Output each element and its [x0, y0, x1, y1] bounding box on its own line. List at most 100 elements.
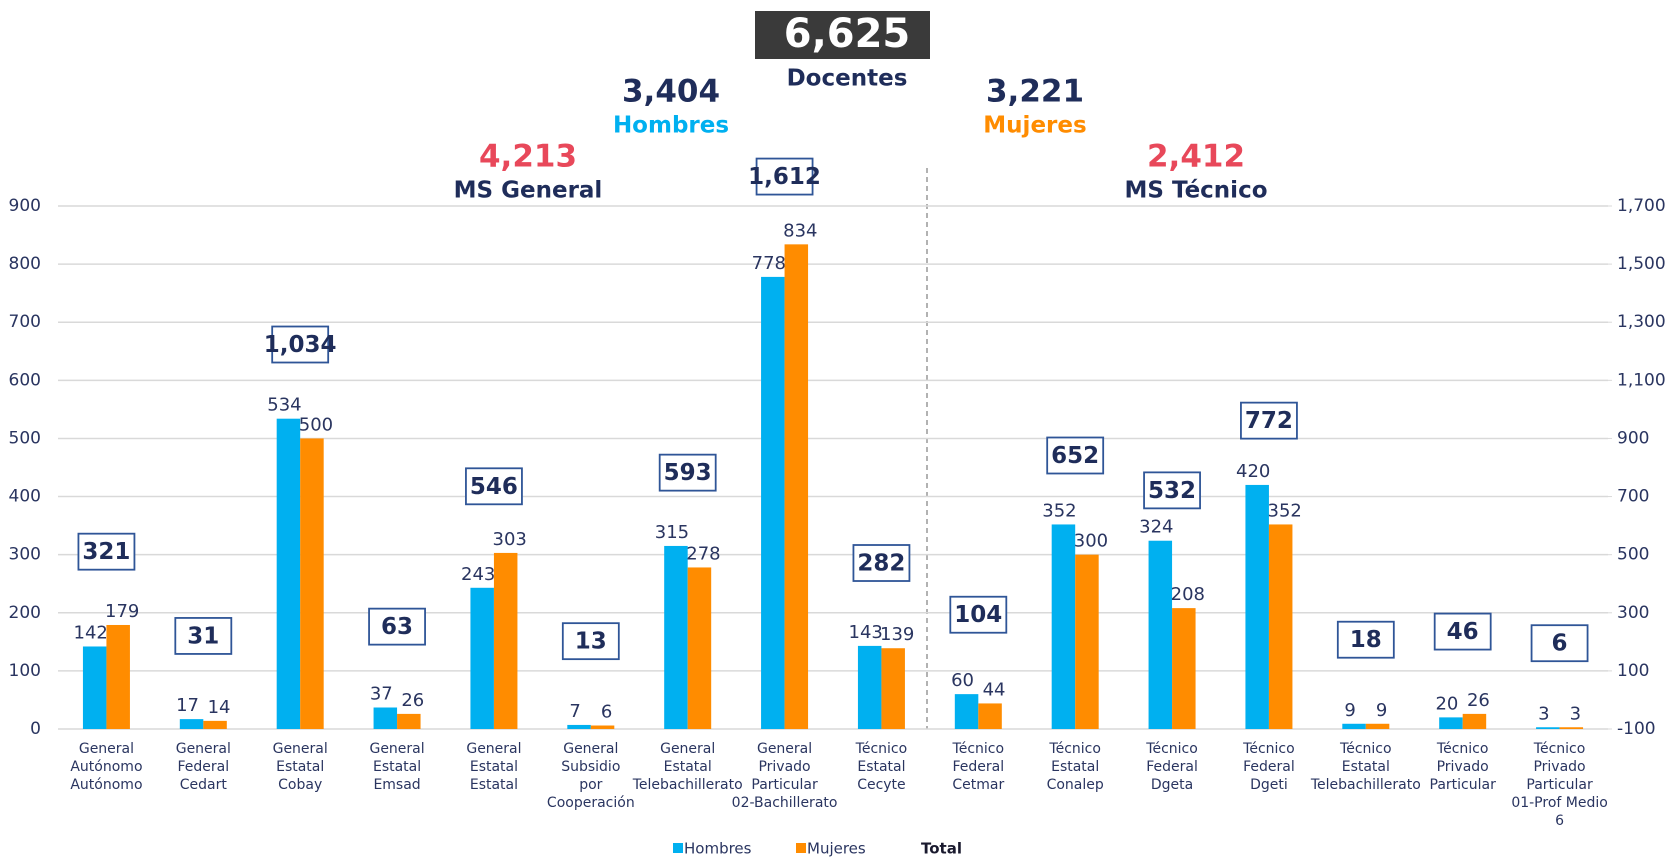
total-box: [755, 11, 930, 59]
bar: [1439, 717, 1463, 729]
value-label: 243: [461, 564, 495, 585]
x-tick-label: Telebachillerato: [632, 777, 743, 793]
y2-tick-label: 700: [1617, 487, 1649, 507]
y2-tick-label: 1,100: [1617, 370, 1666, 390]
total-number: 6,625: [784, 11, 911, 57]
women-label: Mujeres: [983, 113, 1086, 139]
y2-tick-label: -100: [1617, 719, 1656, 739]
value-label: 500: [299, 414, 333, 435]
x-tick-label: Conalep: [1047, 777, 1104, 793]
value-label: 7: [569, 701, 580, 722]
value-label: 834: [783, 220, 817, 241]
x-tick-label: General: [563, 741, 618, 757]
bar: [687, 567, 712, 729]
bar: [1172, 608, 1196, 729]
total-box: [77, 532, 136, 571]
bar: [1536, 727, 1560, 729]
value-label: 37: [370, 683, 393, 704]
x-tick-label: Técnico: [952, 741, 1005, 757]
value-label: 778: [752, 253, 786, 274]
value-label: 44: [983, 679, 1006, 700]
total-label: Docentes: [787, 66, 908, 92]
value-label: 278: [686, 543, 720, 564]
y-tick-label: 0: [30, 719, 41, 739]
x-tick-label: Federal: [1243, 759, 1295, 775]
total-box: [1433, 612, 1492, 651]
x-tick-label: Estatal: [470, 759, 518, 775]
x-tick-label: Cedart: [180, 777, 228, 793]
bar: [567, 724, 591, 729]
x-tick-label: Particular: [1526, 777, 1593, 793]
bar: [1462, 713, 1487, 729]
x-tick-label: Federal: [178, 759, 230, 775]
x-tick-label: General: [176, 741, 231, 757]
x-tick-label: General: [273, 741, 328, 757]
value-label: 142: [74, 622, 108, 643]
x-tick-label: Dgeta: [1151, 777, 1193, 793]
value-label: 315: [655, 522, 689, 543]
bar: [664, 545, 688, 729]
total-label: 1,034: [264, 332, 337, 358]
total-label: 652: [1051, 443, 1099, 469]
x-tick-label: Técnico: [1533, 741, 1586, 757]
tecnico-label: MS Técnico: [1124, 178, 1267, 204]
value-label: 3: [1538, 703, 1549, 724]
tecnico-number: 2,412: [1147, 139, 1245, 175]
total-box: [368, 607, 426, 646]
total-label: 772: [1245, 408, 1293, 434]
value-label: 26: [1467, 690, 1490, 711]
total-label: 1,612: [748, 164, 821, 190]
x-tick-label: Autónomo: [70, 777, 142, 793]
value-label: 6: [601, 702, 612, 723]
y-tick-label: 100: [9, 661, 41, 681]
bar: [954, 694, 979, 729]
y-tick-label: 200: [9, 603, 41, 623]
value-label: 179: [105, 601, 139, 622]
value-label: 208: [1171, 584, 1205, 605]
total-box: [658, 453, 717, 492]
legend-label: Hombres: [684, 840, 752, 858]
bar: [761, 276, 785, 729]
bar: [1148, 540, 1173, 729]
x-tick-label: Estatal: [1342, 759, 1390, 775]
total-box: [1530, 624, 1589, 663]
y-tick-label: 500: [9, 428, 41, 448]
x-tick-label: Privado: [1533, 759, 1585, 775]
y-tick-label: 800: [9, 254, 41, 274]
bar: [276, 418, 301, 729]
x-tick-label: Federal: [953, 759, 1005, 775]
total-box: [1240, 401, 1298, 440]
value-label: 143: [849, 622, 883, 643]
y2-tick-label: 300: [1617, 603, 1649, 623]
value-label: 3: [1570, 703, 1581, 724]
y2-tick-label: 500: [1617, 545, 1649, 565]
total-box: [852, 544, 911, 582]
value-label: 534: [267, 395, 301, 416]
x-tick-label: Técnico: [1339, 741, 1392, 757]
total-label: 532: [1148, 478, 1196, 504]
bar: [1075, 554, 1099, 729]
value-label: 17: [176, 695, 199, 716]
x-tick-label: Privado: [758, 759, 810, 775]
x-tick-label: Federal: [1146, 759, 1198, 775]
total-label: 6: [1552, 631, 1568, 657]
x-tick-label: Autónomo: [70, 759, 142, 775]
total-box: [755, 157, 814, 196]
x-tick-label: Cooperación: [547, 795, 635, 811]
bar: [1051, 524, 1076, 729]
y-tick-label: 600: [9, 370, 41, 390]
value-label: 352: [1268, 500, 1302, 521]
value-label: 9: [1344, 700, 1355, 721]
x-tick-label: Dgeti: [1250, 777, 1288, 793]
x-tick-label: Particular: [1430, 777, 1497, 793]
x-tick-label: Técnico: [1242, 741, 1295, 757]
value-label: 420: [1236, 461, 1270, 482]
total-label: 321: [82, 539, 130, 565]
total-label: 13: [575, 629, 607, 655]
x-tick-label: Estatal: [1051, 759, 1099, 775]
total-label: 104: [954, 602, 1002, 628]
total-box: [949, 595, 1008, 634]
x-tick-label: Subsidio: [561, 759, 620, 775]
value-label: 139: [880, 624, 914, 645]
bar: [82, 646, 107, 729]
